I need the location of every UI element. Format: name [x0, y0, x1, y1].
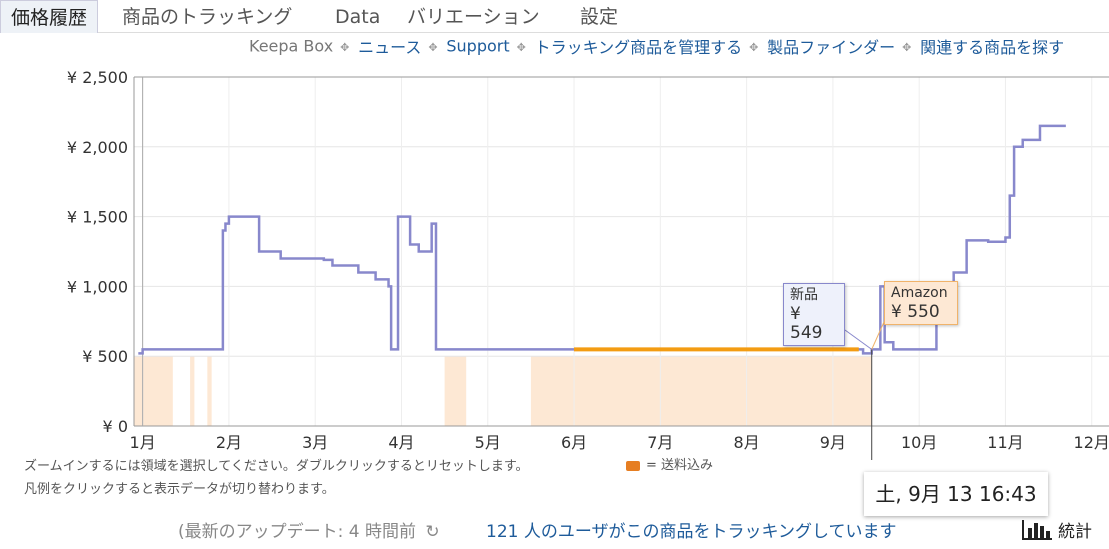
new-tooltip-price: ¥ 549	[790, 304, 823, 343]
keepa-box-link[interactable]: Keepa Box	[249, 36, 334, 56]
x-tick-label: 9月	[820, 433, 846, 452]
amazon-in-stock-area	[444, 356, 467, 426]
stats-button[interactable]: 統計	[1022, 517, 1092, 542]
shipping-note: = 送料込み	[626, 454, 713, 473]
tab-price-history[interactable]: 価格履歴	[0, 0, 99, 33]
amazon-in-stock-area	[207, 356, 212, 426]
x-tick-label: 12月	[1074, 433, 1109, 452]
y-tick-label: ¥ 500	[82, 347, 128, 366]
x-tick-label: 4月	[388, 433, 414, 452]
truck-icon	[626, 460, 640, 471]
stats-label: 統計	[1058, 522, 1092, 542]
new-price-tooltip: 新品 ¥ 549	[783, 283, 845, 346]
new-tooltip-connector	[844, 329, 873, 350]
diamond-icon: ✥	[428, 40, 438, 54]
bar-chart-icon	[1022, 519, 1052, 545]
amazon-in-stock-area	[190, 356, 195, 426]
amazon-tooltip-price: ¥ 550	[891, 302, 940, 322]
y-tick-label: ¥ 2,000	[67, 138, 128, 157]
link-bar: Keepa Box ✥ ニュース ✥ Support ✥ トラッキング商品を管理する ✥ 製品フ…	[249, 34, 1065, 58]
x-tick-label: 6月	[561, 433, 587, 452]
tab-bar: 価格履歴 商品のトラッキング Data バリエーション 設定	[0, 0, 1109, 33]
x-tick-label: 8月	[734, 433, 760, 452]
amazon-tooltip-connector	[871, 321, 885, 350]
y-tick-label: ¥ 1,000	[67, 277, 128, 296]
tab-tracking[interactable]: 商品のトラッキング	[122, 6, 293, 28]
x-tick-label: 10月	[901, 433, 937, 452]
tab-variations[interactable]: バリエーション	[407, 6, 540, 28]
series-line-new	[138, 124, 1066, 355]
product-finder-link[interactable]: 製品ファインダー	[767, 38, 896, 57]
x-tick-label: 1月	[130, 433, 156, 452]
y-tick-label: ¥ 1,500	[67, 208, 128, 227]
amazon-in-stock-area	[530, 356, 872, 426]
refresh-icon[interactable]: ↻	[425, 522, 440, 542]
y-tick-label: ¥ 0	[103, 417, 128, 436]
manage-tracking-link[interactable]: トラッキング商品を管理する	[534, 38, 743, 57]
amazon-price-tooltip: Amazon ¥ 550	[884, 281, 958, 325]
x-tick-label: 3月	[302, 433, 328, 452]
diamond-icon: ✥	[516, 40, 526, 54]
diamond-icon: ✥	[340, 40, 350, 54]
tracking-users-link[interactable]: 121 人のユーザがこの商品をトラッキングしています	[486, 522, 897, 542]
related-products-link[interactable]: 関連する商品を探す	[920, 38, 1065, 57]
x-tick-label: 7月	[647, 433, 673, 452]
amazon-tooltip-label: Amazon	[891, 285, 948, 301]
diamond-icon: ✥	[749, 40, 759, 54]
tab-settings[interactable]: 設定	[580, 6, 619, 28]
diamond-icon: ✥	[902, 40, 912, 54]
support-link[interactable]: Support	[446, 36, 510, 56]
news-link[interactable]: ニュース	[358, 38, 422, 57]
amazon-in-stock-area	[134, 356, 173, 426]
last-update-text: (最新のアップデート: 4 時間前	[178, 522, 416, 542]
last-update: (最新のアップデート: 4 時間前 ↻	[178, 517, 440, 542]
x-tick-label: 2月	[216, 433, 242, 452]
x-tick-label: 5月	[475, 433, 501, 452]
tab-data[interactable]: Data	[335, 6, 381, 28]
x-tick-label: 11月	[987, 433, 1023, 452]
new-tooltip-label: 新品	[790, 287, 818, 303]
y-tick-label: ¥ 2,500	[67, 68, 128, 87]
price-history-chart[interactable]: ¥ 0 ¥ 500 ¥ 1,000 ¥ 1,500 ¥ 2,000 ¥ 2,500 1月 2月…	[0, 60, 1109, 460]
legend-hint: 凡例をクリックすると表示データが切り替わります。	[24, 482, 335, 497]
shipping-note-text: = 送料込み	[646, 458, 714, 473]
zoom-hint: ズームインするには領域を選択してください。ダブルクリックするとリセットします。	[24, 459, 529, 474]
cursor-date-label: 土, 9月 13 16:43	[864, 472, 1048, 516]
